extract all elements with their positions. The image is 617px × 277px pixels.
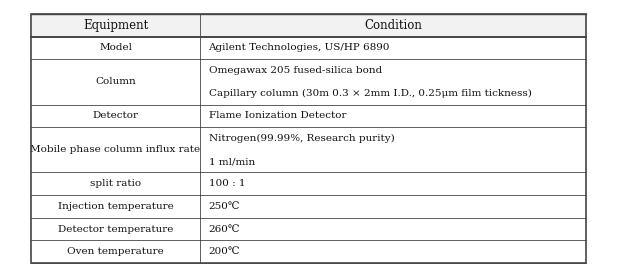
Bar — [31, 14, 586, 37]
Text: 100 : 1: 100 : 1 — [209, 179, 245, 188]
Text: 260℃: 260℃ — [209, 225, 240, 234]
Text: Equipment: Equipment — [83, 19, 148, 32]
Text: Nitrogen(99.99%, Research purity): Nitrogen(99.99%, Research purity) — [209, 134, 394, 143]
Text: Detector temperature: Detector temperature — [58, 225, 173, 234]
Text: 200℃: 200℃ — [209, 247, 240, 256]
Text: Injection temperature: Injection temperature — [57, 202, 173, 211]
Text: Condition: Condition — [364, 19, 422, 32]
Text: Flame Ionization Detector: Flame Ionization Detector — [209, 111, 346, 120]
Text: Model: Model — [99, 43, 132, 52]
Text: 250℃: 250℃ — [209, 202, 240, 211]
Text: Agilent Technologies, US/HP 6890: Agilent Technologies, US/HP 6890 — [209, 43, 390, 52]
Text: Column: Column — [95, 77, 136, 86]
Text: split ratio: split ratio — [90, 179, 141, 188]
Text: Detector: Detector — [93, 111, 139, 120]
Text: Capillary column (30m 0.3 × 2mm I.D., 0.25μm film tickness): Capillary column (30m 0.3 × 2mm I.D., 0.… — [209, 89, 531, 98]
Text: 1 ml/min: 1 ml/min — [209, 157, 255, 166]
Text: Oven temperature: Oven temperature — [67, 247, 164, 256]
Text: Mobile phase column influx rate: Mobile phase column influx rate — [30, 145, 201, 154]
Text: Omegawax 205 fused-silica bond: Omegawax 205 fused-silica bond — [209, 66, 382, 75]
